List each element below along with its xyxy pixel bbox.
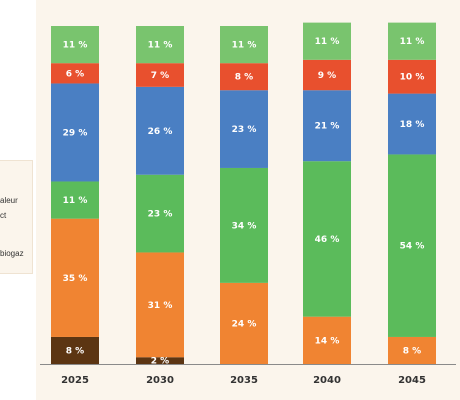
data-label-2035-3: 23 % [232, 125, 257, 135]
data-label-2045-1: 8 % [403, 346, 421, 356]
bar-segment-2045-4 [388, 59, 436, 94]
data-label-2045-3: 18 % [400, 120, 425, 130]
data-label-2045-5: 11 % [400, 37, 425, 47]
bar-segment-2030-3 [136, 86, 184, 175]
bar-segment-2030-4 [136, 63, 184, 87]
data-label-2030-4: 7 % [151, 71, 169, 81]
data-label-2030-2: 23 % [148, 210, 173, 220]
bar-segment-2025-0 [51, 336, 99, 364]
data-label-2025-4: 6 % [66, 69, 84, 79]
data-label-2035-4: 8 % [235, 73, 253, 83]
data-label-2025-1: 35 % [63, 274, 88, 284]
legend-label-3: biogaz [0, 249, 24, 258]
data-label-2035-5: 11 % [232, 41, 257, 51]
bar-segment-2045-3 [388, 93, 436, 155]
bar-segment-2035-5 [220, 26, 268, 64]
x-tick-label-2030: 2030 [146, 375, 174, 386]
data-label-2040-1: 14 % [315, 336, 340, 346]
x-tick-labels-group: 2025 2030 2035 2040 2045 [61, 375, 426, 386]
bar-segment-2040-1 [303, 316, 351, 364]
bar-segment-2025-2 [51, 181, 99, 219]
legend-label-2: ct [0, 211, 7, 220]
data-labels-group: 8 % 35 % 11 % 29 % 6 % 11 % 2 % 31 % 23 % 26 % 7 %… [63, 37, 425, 366]
data-label-2045-4: 10 % [400, 73, 425, 83]
data-label-2040-3: 21 % [315, 122, 340, 132]
bar-segment-2025-4 [51, 63, 99, 84]
bar-segment-2025-5 [51, 26, 99, 64]
bar-segment-2035-1 [220, 282, 268, 364]
bar-segment-2035-3 [220, 90, 268, 168]
bar-segment-2045-5 [388, 22, 436, 60]
data-label-2040-4: 9 % [318, 71, 336, 81]
data-label-2035-1: 24 % [232, 319, 257, 329]
data-label-2025-0: 8 % [66, 346, 84, 356]
data-label-2040-5: 11 % [315, 37, 340, 47]
bar-segment-2025-3 [51, 83, 99, 182]
legend-snippet: aleur ct biogaz [0, 160, 33, 274]
data-label-2025-5: 11 % [63, 41, 88, 51]
bar-segment-2040-2 [303, 161, 351, 317]
data-label-2030-3: 26 % [148, 127, 173, 137]
data-label-2025-2: 11 % [63, 196, 88, 206]
data-label-2025-3: 29 % [63, 128, 88, 138]
bar-segment-2035-4 [220, 63, 268, 91]
bar-segment-2040-3 [303, 90, 351, 162]
bar-segment-2045-1 [388, 336, 436, 364]
data-label-2030-5: 11 % [148, 41, 173, 51]
data-label-2030-1: 31 % [148, 301, 173, 311]
legend-label-1: aleur [0, 196, 18, 205]
bar-segment-2040-5 [303, 22, 351, 60]
bar-segment-2030-5 [136, 26, 184, 64]
x-tick-label-2040: 2040 [313, 375, 341, 386]
bar-segment-2045-2 [388, 154, 436, 337]
bar-segment-2025-1 [51, 218, 99, 337]
data-label-2030-0: 2 % [151, 357, 169, 367]
bar-segment-2035-2 [220, 167, 268, 283]
bar-segment-2030-2 [136, 174, 184, 253]
bar-segment-2030-1 [136, 252, 184, 358]
x-tick-label-2045: 2045 [398, 375, 426, 386]
data-label-2035-2: 34 % [232, 221, 257, 231]
x-tick-label-2035: 2035 [230, 375, 258, 386]
bar-segment-2030-0 [136, 357, 184, 364]
x-tick-label-2025: 2025 [61, 375, 89, 386]
bars-group [51, 22, 436, 364]
bar-segment-2040-4 [303, 59, 351, 91]
data-label-2040-2: 46 % [315, 235, 340, 245]
data-label-2045-2: 54 % [400, 242, 425, 252]
